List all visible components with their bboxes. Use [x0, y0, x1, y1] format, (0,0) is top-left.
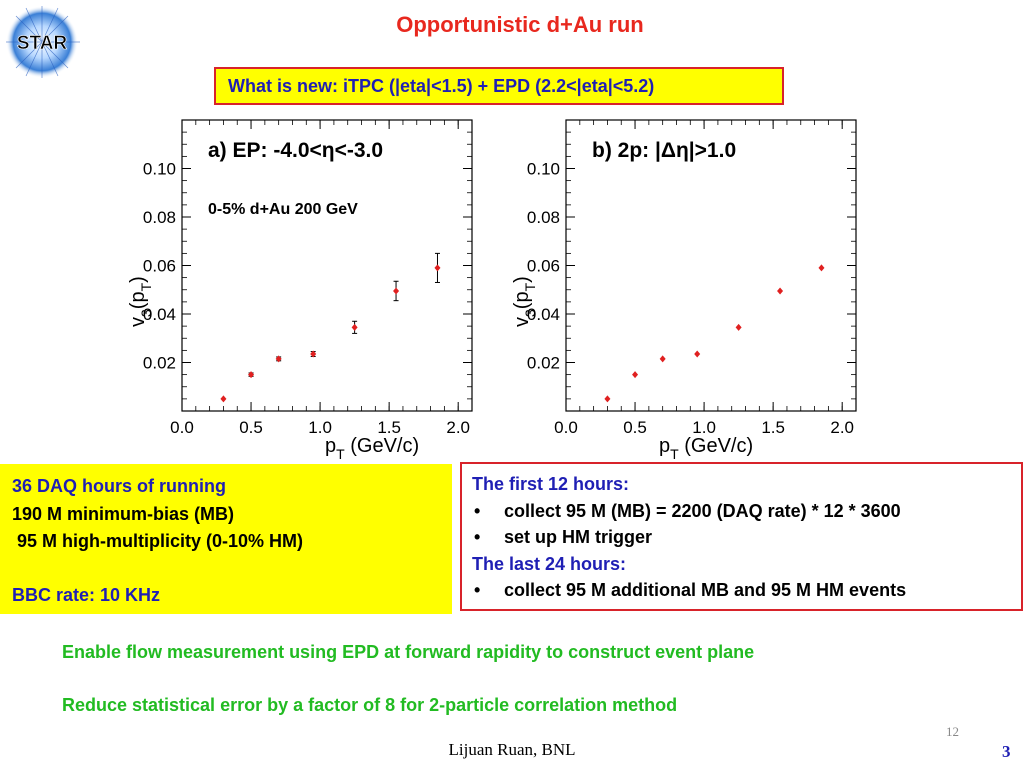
run-summary-bbc: BBC rate: 10 KHz: [12, 585, 161, 605]
data-point: [351, 323, 358, 331]
x-tick-label: 1.5: [377, 418, 401, 437]
x-tick-label: 2.0: [446, 418, 470, 437]
plan-heading-last: The last 24 hours:: [472, 554, 627, 574]
data-point: [777, 287, 784, 295]
chart-b-ticks: [565, 120, 856, 411]
plan-bullet-collect-mb: collect 95 M (MB) = 2200 (DAQ rate) * 12…: [504, 501, 901, 521]
footer-author: Lijuan Ruan, BNL: [448, 740, 576, 759]
x-tick-label: 0.0: [170, 418, 194, 437]
y-tick-label: 0.06: [143, 257, 176, 276]
plan-bullet-icon: •: [474, 580, 481, 600]
data-point: [632, 371, 639, 379]
data-point: [393, 287, 400, 295]
y-tick-label: 0.08: [143, 208, 176, 227]
chart-a-title: a) EP: -4.0<η<-3.0: [208, 139, 383, 162]
x-tick-label: 1.0: [308, 418, 332, 437]
data-point: [248, 371, 255, 379]
data-point: [275, 355, 282, 363]
plan-bullet-hm-trigger: set up HM trigger: [504, 527, 653, 547]
y-tick-label: 0.10: [527, 160, 560, 179]
y-tick-label: 0.02: [143, 354, 176, 373]
x-tick-label: 2.0: [830, 418, 854, 437]
data-point: [220, 395, 227, 403]
y-tick-label: 0.06: [527, 257, 560, 276]
chart-b-title: b) 2p: |Δη|>1.0: [592, 139, 736, 162]
whats-new-banner: What is new: iTPC (|eta|<1.5) + EPD (2.2…: [214, 67, 784, 105]
y-tick-label: 0.02: [527, 354, 560, 373]
plan-bullet-icon: •: [474, 527, 481, 547]
logo-text: STAR: [17, 33, 68, 54]
run-summary-mb: 190 M minimum-bias (MB): [12, 504, 235, 524]
y-tick-label: 0.04: [527, 305, 560, 324]
plan-bullet-additional: collect 95 M additional MB and 95 M HM e…: [504, 580, 907, 600]
chart-a-ep: 0.0 0.5 1.0 1.5 2.0 0.02 0.04 0.06 0.08 0.10 a) E…: [127, 119, 473, 462]
run-plan-box: The first 12 hours: • collect 95 M (MB) …: [460, 462, 1023, 611]
chart-a-ylabel: v3(pT): [127, 276, 154, 327]
chart-b-ylabel: v3(pT): [511, 276, 538, 327]
run-summary-heading: 36 DAQ hours of running: [12, 476, 226, 496]
plan-bullet-icon: •: [474, 501, 481, 521]
run-summary-hm: 95 M high-multiplicity (0-10% HM): [12, 531, 304, 551]
run-summary-box: 36 DAQ hours of running 190 M minimum-bi…: [0, 464, 452, 614]
chart-a-ticks: [181, 120, 472, 411]
x-tick-label: 1.0: [692, 418, 716, 437]
slide-title: Opportunistic d+Au run: [396, 12, 644, 37]
chart-b-xlabel: pT (GeV/c): [659, 435, 753, 462]
x-tick-label: 0.0: [554, 418, 578, 437]
chart-b-2p: 0.0 0.5 1.0 1.5 2.0 0.02 0.04 0.06 0.08 0.10 b) 2…: [511, 119, 857, 462]
plan-heading-first: The first 12 hours:: [472, 474, 630, 494]
y-tick-label: 0.08: [527, 208, 560, 227]
chart-a-subtitle: 0-5% d+Au 200 GeV: [208, 201, 358, 218]
star-logo: STAR: [6, 6, 80, 78]
x-tick-label: 0.5: [623, 418, 647, 437]
conclusion-stat-error: Reduce statistical error by a factor of …: [62, 695, 678, 715]
x-tick-label: 1.5: [761, 418, 785, 437]
y-tick-label: 0.04: [143, 305, 176, 324]
data-point: [434, 264, 441, 272]
chart-a-xlabel: pT (GeV/c): [325, 435, 419, 462]
data-point: [604, 395, 611, 403]
data-point: [659, 355, 666, 363]
data-point: [818, 264, 825, 272]
x-tick-label: 0.5: [239, 418, 263, 437]
chart-b-frame: [565, 119, 857, 412]
chart-a-frame: [181, 119, 473, 412]
data-point: [310, 350, 317, 358]
data-point: [735, 323, 742, 331]
conclusion-epd: Enable flow measurement using EPD at for…: [62, 642, 755, 662]
slide-number-small: 12: [946, 724, 959, 739]
data-point: [694, 350, 701, 358]
slide-number: 3: [1002, 742, 1011, 761]
y-tick-label: 0.10: [143, 160, 176, 179]
